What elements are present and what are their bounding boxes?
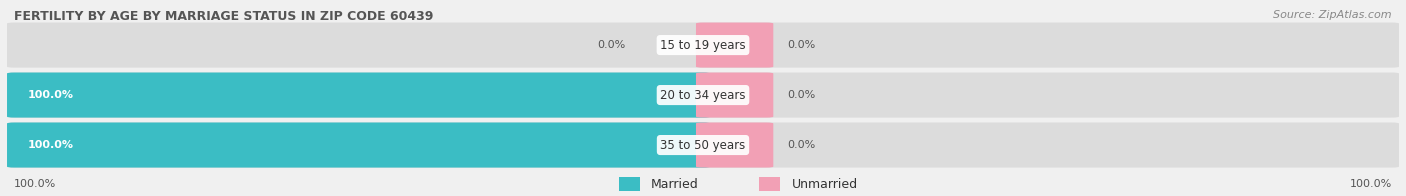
Text: 100.0%: 100.0% [14, 179, 56, 189]
FancyBboxPatch shape [696, 122, 773, 168]
Text: 100.0%: 100.0% [28, 90, 75, 100]
Text: Source: ZipAtlas.com: Source: ZipAtlas.com [1274, 10, 1392, 20]
FancyBboxPatch shape [759, 177, 780, 191]
Text: 0.0%: 0.0% [598, 40, 626, 50]
FancyBboxPatch shape [696, 23, 773, 68]
Text: FERTILITY BY AGE BY MARRIAGE STATUS IN ZIP CODE 60439: FERTILITY BY AGE BY MARRIAGE STATUS IN Z… [14, 10, 433, 23]
FancyBboxPatch shape [7, 122, 710, 168]
FancyBboxPatch shape [619, 177, 640, 191]
Text: 0.0%: 0.0% [787, 140, 815, 150]
Text: 0.0%: 0.0% [787, 40, 815, 50]
Text: 20 to 34 years: 20 to 34 years [661, 89, 745, 102]
Text: 35 to 50 years: 35 to 50 years [661, 139, 745, 152]
FancyBboxPatch shape [696, 73, 773, 118]
FancyBboxPatch shape [7, 122, 1399, 168]
Text: Unmarried: Unmarried [792, 178, 858, 191]
Text: 100.0%: 100.0% [1350, 179, 1392, 189]
FancyBboxPatch shape [7, 23, 1399, 68]
Text: Married: Married [651, 178, 699, 191]
Text: 0.0%: 0.0% [787, 90, 815, 100]
Text: 100.0%: 100.0% [28, 140, 75, 150]
Text: 15 to 19 years: 15 to 19 years [661, 39, 745, 52]
FancyBboxPatch shape [7, 73, 710, 118]
FancyBboxPatch shape [7, 73, 1399, 118]
